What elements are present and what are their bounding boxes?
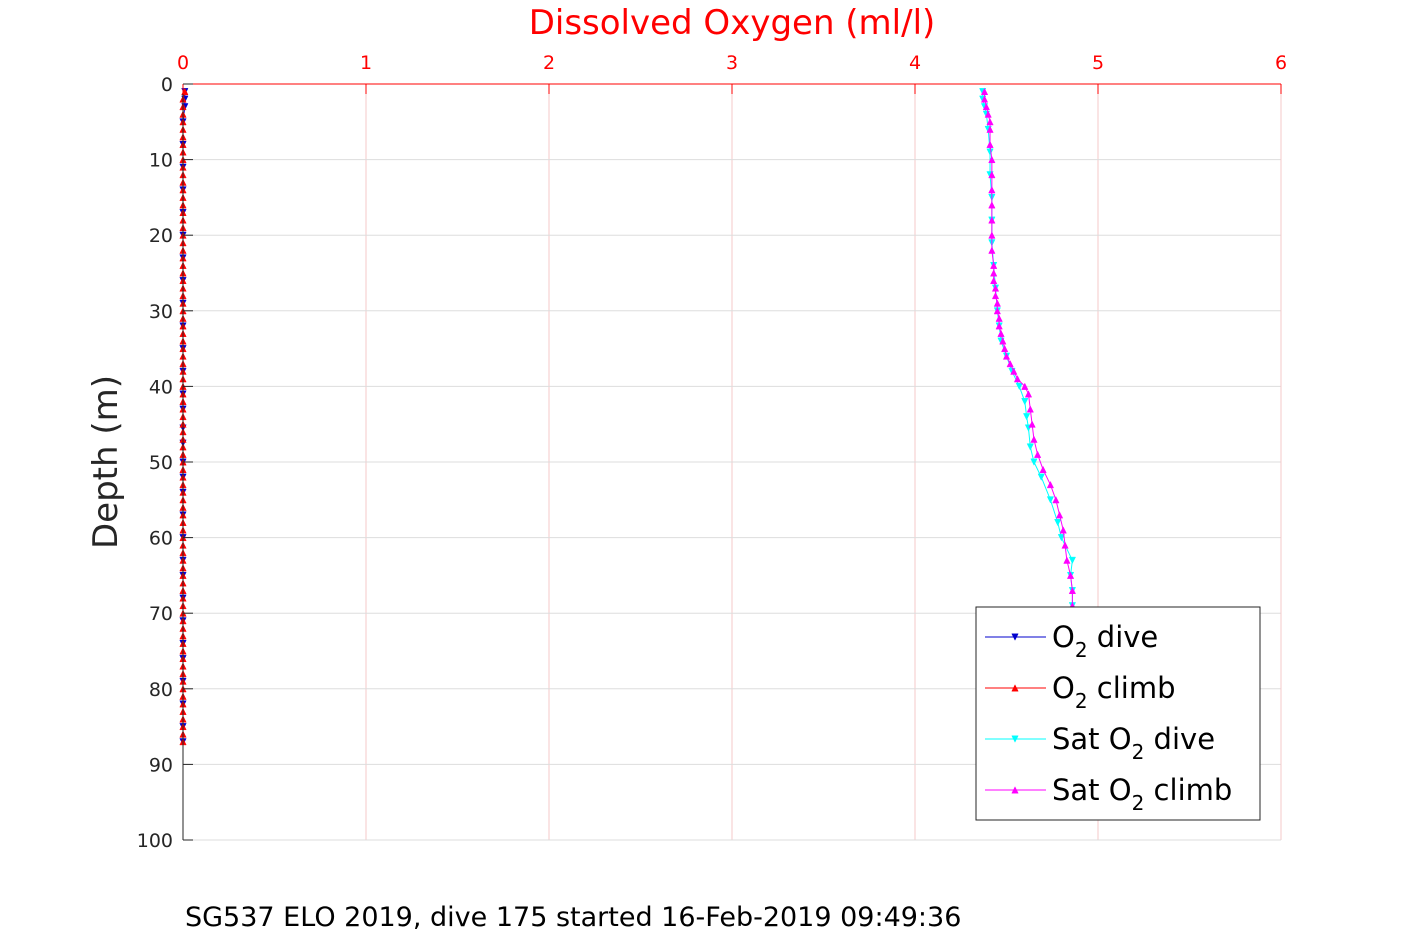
data-point bbox=[1057, 534, 1066, 542]
data-point bbox=[1046, 496, 1055, 504]
data-point bbox=[1006, 359, 1014, 368]
data-point bbox=[997, 329, 1005, 337]
data-point bbox=[1061, 541, 1069, 549]
data-point bbox=[982, 102, 990, 111]
caption: SG537 ELO 2019, dive 175 started 16-Feb-… bbox=[185, 902, 961, 933]
data-point bbox=[993, 299, 1001, 307]
series-line bbox=[984, 91, 1073, 606]
data-point bbox=[1063, 556, 1071, 564]
legend-marker bbox=[1011, 633, 1019, 641]
data-point bbox=[1046, 480, 1055, 489]
data-point bbox=[990, 261, 998, 269]
y-tick-label: 30 bbox=[149, 301, 173, 323]
x-tick-label: 3 bbox=[726, 52, 738, 74]
y-tick-label: 40 bbox=[149, 376, 173, 398]
data-point bbox=[988, 216, 996, 224]
data-point bbox=[1002, 352, 1011, 360]
data-point bbox=[990, 276, 998, 285]
data-point bbox=[1030, 458, 1038, 466]
y-tick-label: 0 bbox=[161, 74, 173, 96]
data-point bbox=[1037, 473, 1045, 481]
data-point bbox=[986, 118, 994, 126]
legend-item: O2 dive bbox=[985, 620, 1158, 662]
data-point bbox=[1066, 571, 1075, 579]
data-point bbox=[1015, 382, 1023, 391]
data-point bbox=[1021, 382, 1029, 390]
data-point bbox=[1055, 511, 1064, 519]
data-point bbox=[988, 155, 996, 164]
data-point bbox=[1068, 556, 1076, 565]
data-point bbox=[991, 291, 1000, 300]
series-line bbox=[982, 91, 1073, 606]
legend-box bbox=[975, 606, 1261, 821]
data-point bbox=[991, 284, 1000, 292]
data-point bbox=[1054, 519, 1062, 527]
data-point bbox=[988, 246, 996, 254]
y-tick-label: 90 bbox=[149, 754, 173, 776]
legend-label: O2 climb bbox=[1052, 671, 1176, 713]
legend-item: Sat O2 climb bbox=[985, 773, 1232, 815]
legend-label: O2 dive bbox=[1052, 620, 1158, 662]
data-point bbox=[986, 148, 994, 156]
data-point bbox=[1026, 405, 1034, 413]
data-point bbox=[988, 201, 996, 209]
x-tick-label: 4 bbox=[909, 52, 921, 74]
legend-item: O2 climb bbox=[985, 671, 1176, 713]
data-point bbox=[984, 110, 992, 118]
legend-item: Sat O2 dive bbox=[985, 722, 1215, 764]
data-point bbox=[986, 140, 994, 148]
data-point bbox=[1013, 375, 1022, 383]
data-point bbox=[1034, 450, 1042, 458]
legend-label: Sat O2 climb bbox=[1052, 773, 1232, 815]
data-point bbox=[1059, 526, 1067, 534]
data-point bbox=[1023, 413, 1031, 421]
data-point bbox=[1039, 465, 1047, 474]
legend-label: Sat O2 dive bbox=[1052, 722, 1215, 764]
y-tick-label: 50 bbox=[149, 452, 173, 474]
data-point bbox=[990, 269, 998, 277]
data-point bbox=[1028, 420, 1036, 428]
data-point bbox=[1068, 586, 1076, 594]
x-tick-label: 2 bbox=[543, 52, 555, 74]
x-axis-title: Dissolved Oxygen (ml/l) bbox=[529, 3, 936, 43]
legend: O2 dive O2 climb Sat O2 dive Sat O2 climb bbox=[975, 606, 1261, 821]
data-point bbox=[986, 125, 994, 133]
data-point bbox=[1024, 390, 1033, 398]
y-axis-title: Depth (m) bbox=[86, 375, 126, 549]
data-point bbox=[1026, 443, 1034, 451]
x-tick-label: 6 bbox=[1275, 52, 1287, 74]
data-point bbox=[1010, 367, 1018, 375]
data-point bbox=[988, 170, 996, 179]
series-sat-o2-climb bbox=[980, 87, 1076, 610]
data-point bbox=[995, 322, 1003, 330]
y-tick-label: 70 bbox=[149, 603, 173, 625]
legend-marker bbox=[1011, 735, 1019, 743]
y-tick-label: 10 bbox=[149, 150, 173, 172]
y-tick-label: 60 bbox=[149, 528, 173, 550]
data-point bbox=[995, 314, 1003, 322]
data-point bbox=[1052, 496, 1060, 504]
data-point bbox=[980, 87, 989, 96]
y-tick-label: 80 bbox=[149, 679, 173, 701]
data-point bbox=[988, 231, 996, 239]
x-tick-label: 1 bbox=[360, 52, 372, 74]
data-point bbox=[999, 337, 1007, 345]
data-point bbox=[1030, 435, 1038, 443]
x-tick-label: 5 bbox=[1092, 52, 1104, 74]
data-point bbox=[993, 307, 1001, 315]
y-tick-label: 20 bbox=[149, 225, 173, 247]
data-point bbox=[988, 186, 996, 194]
y-tick-label: 100 bbox=[137, 830, 173, 852]
legend-marker bbox=[1011, 786, 1019, 794]
data-point bbox=[1021, 398, 1029, 406]
x-tick-label: 0 bbox=[177, 52, 189, 74]
series-layer bbox=[179, 87, 1076, 746]
data-point bbox=[980, 95, 989, 103]
data-point bbox=[1001, 344, 1009, 353]
legend-marker bbox=[1011, 684, 1019, 692]
